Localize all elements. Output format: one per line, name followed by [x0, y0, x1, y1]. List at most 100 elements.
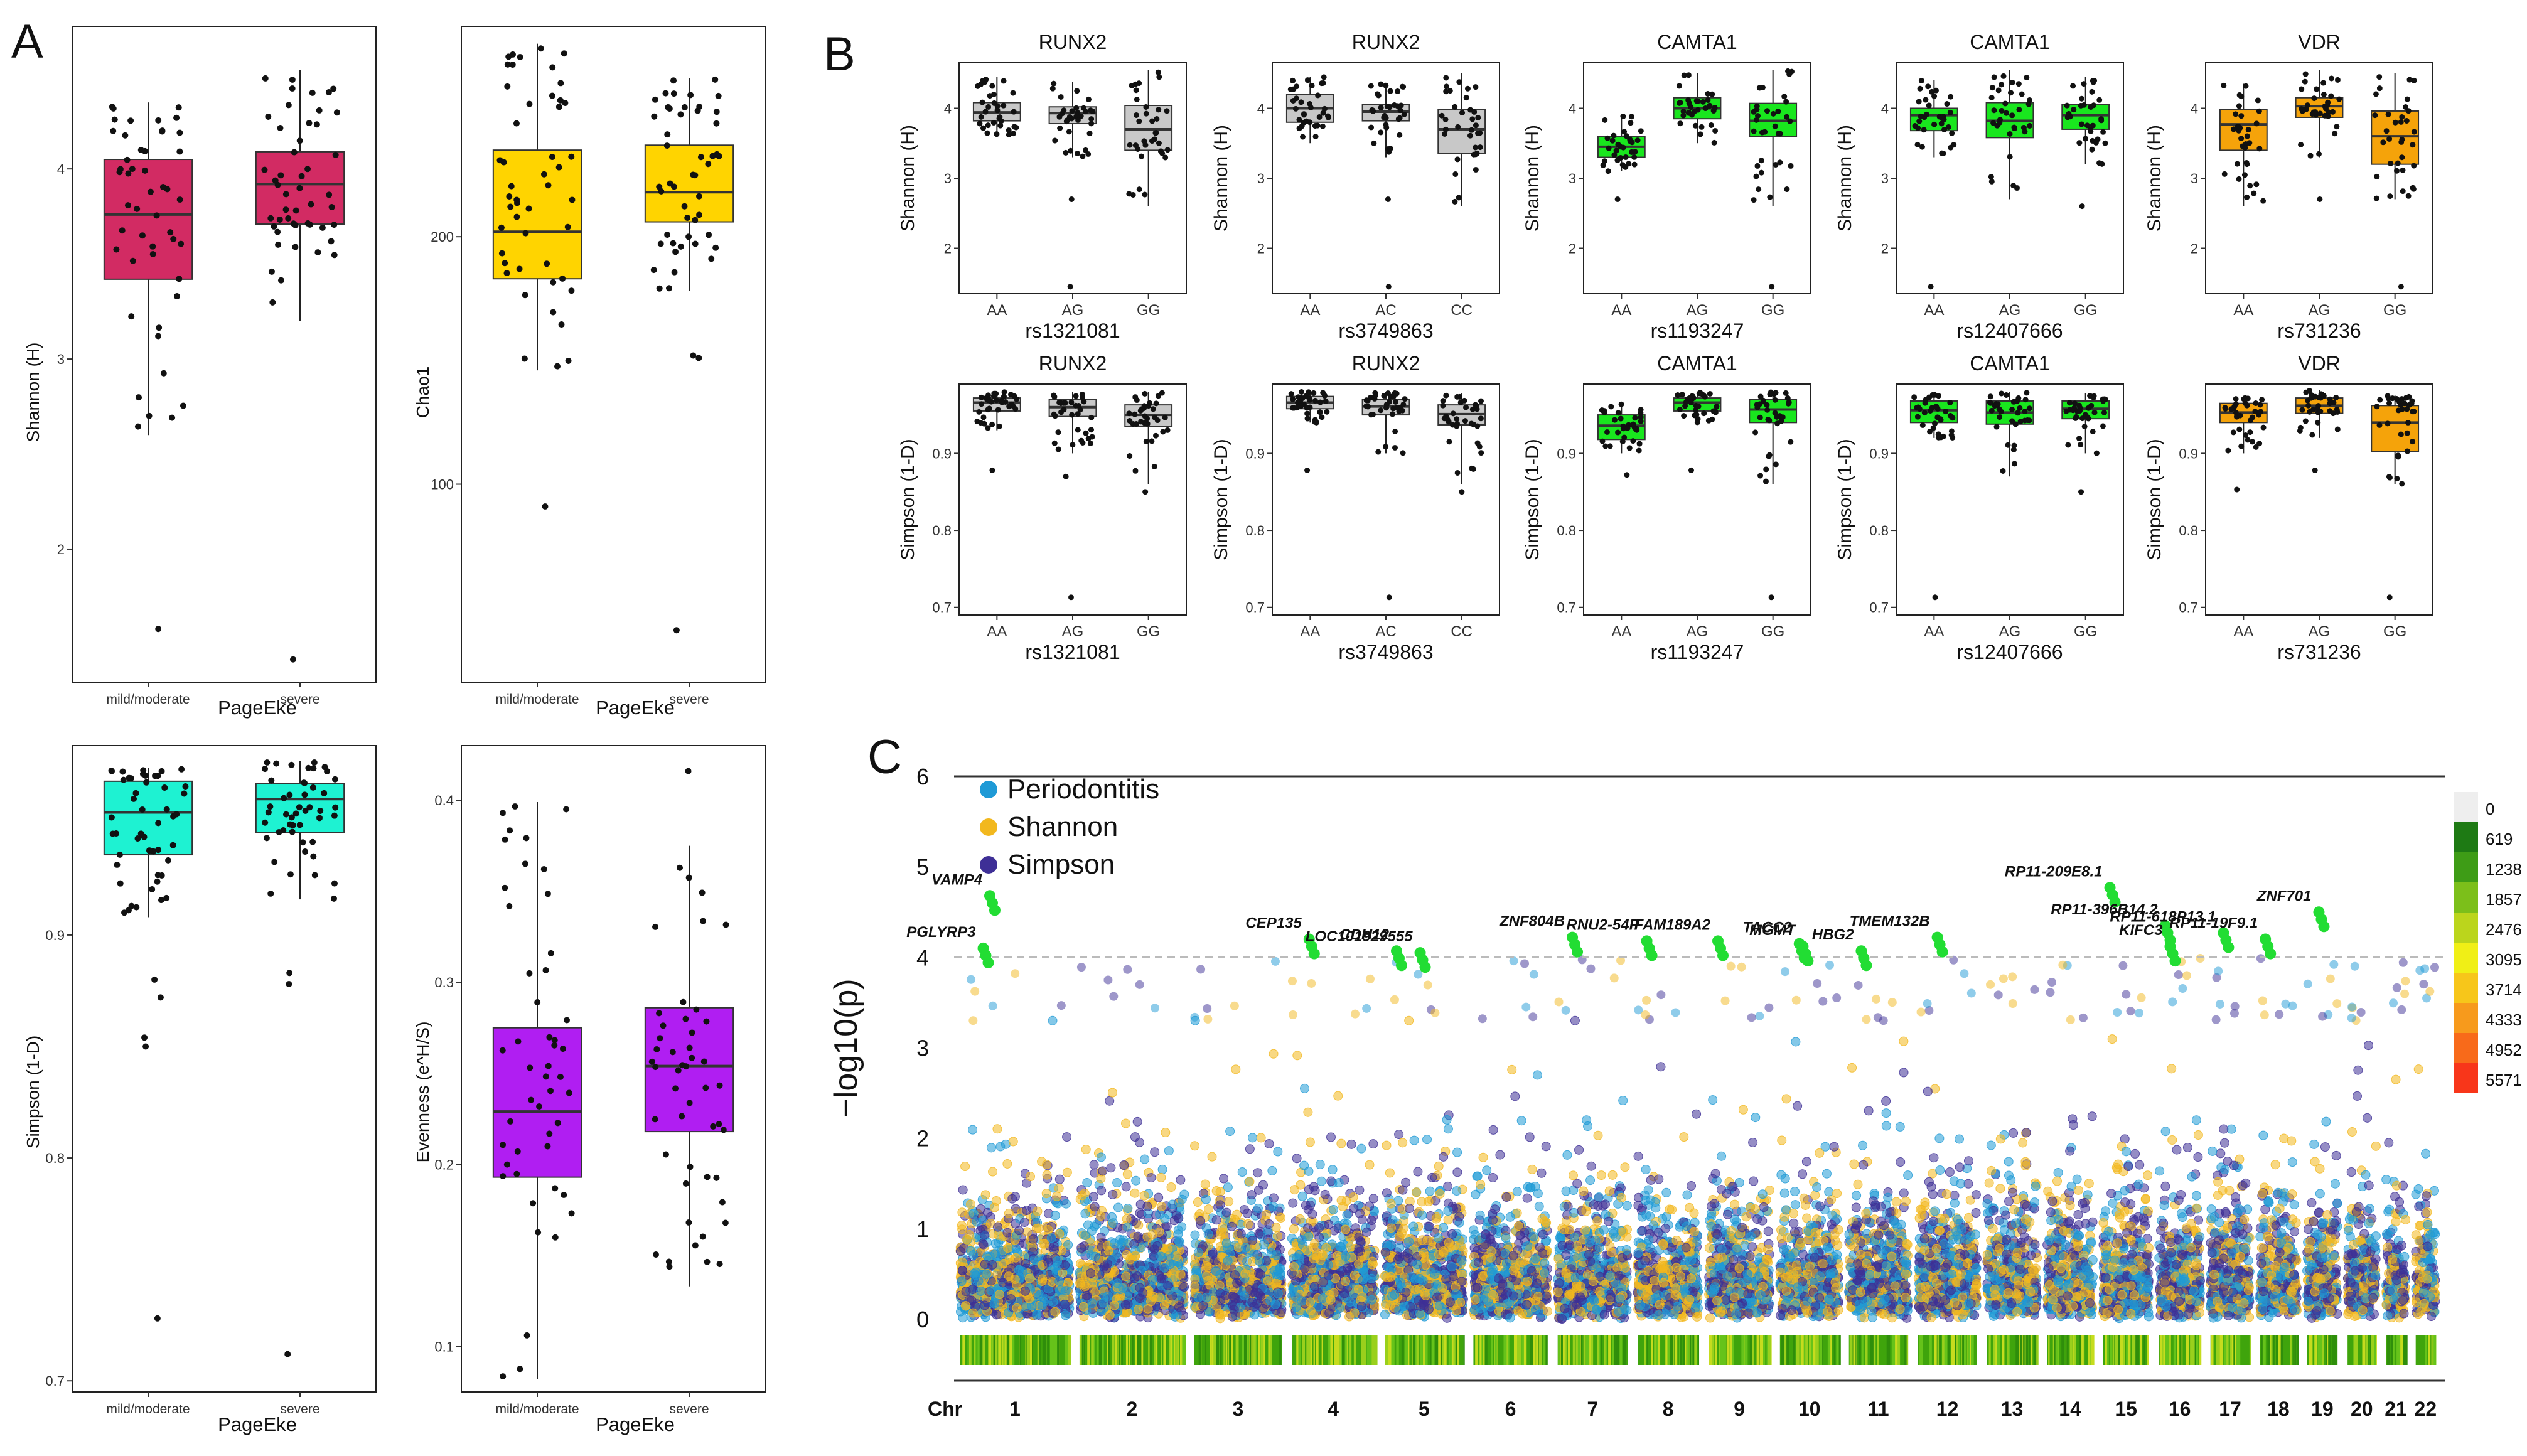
snp-point: [1202, 1271, 1212, 1281]
snp-point: [1190, 1141, 1200, 1151]
data-point: [549, 92, 555, 99]
snp-point: [1050, 1307, 1060, 1317]
data-point: [672, 1085, 679, 1092]
panel-b-gene-title: RUNX2: [1352, 31, 1420, 53]
data-point: [1756, 401, 1762, 407]
data-point: [1136, 118, 1142, 124]
snp-point: [1200, 1179, 1210, 1189]
data-point: [2252, 409, 2258, 415]
x-tick-label: AA: [1611, 623, 1631, 640]
data-point: [1066, 129, 1072, 135]
data-point: [564, 1017, 571, 1024]
snp-point: [1123, 1203, 1133, 1213]
snp-point: [1154, 1227, 1164, 1237]
data-point: [2316, 151, 2322, 157]
data-point: [1073, 393, 1079, 399]
data-point: [1298, 99, 1304, 105]
data-point: [1993, 401, 1999, 407]
snp-point: [1139, 1191, 1149, 1201]
data-point: [1063, 149, 1069, 156]
data-point: [989, 421, 995, 427]
data-point: [1080, 153, 1086, 159]
data-point: [996, 423, 1002, 429]
snp-point: [986, 1143, 996, 1153]
data-point: [1473, 122, 1479, 129]
data-point: [274, 228, 281, 235]
snp-point: [1042, 1160, 1052, 1170]
data-point: [2396, 399, 2403, 405]
data-point: [1454, 416, 1460, 422]
outlier-point: [2312, 467, 2318, 473]
data-point: [1401, 111, 1407, 117]
snp-point: [1054, 1229, 1065, 1239]
data-point: [1383, 124, 1390, 131]
data-point: [285, 102, 292, 109]
data-point: [120, 776, 127, 783]
panel-a-evenness-xlabel: PageEke: [596, 1413, 675, 1435]
data-point: [2399, 154, 2405, 161]
data-point: [1392, 428, 1398, 434]
data-point: [652, 923, 659, 930]
data-point: [1077, 407, 1083, 413]
data-point: [173, 293, 180, 300]
snp-point: [1008, 1137, 1018, 1147]
data-point: [1628, 120, 1634, 126]
data-point: [282, 206, 289, 213]
data-point: [498, 224, 505, 231]
panel-b-snp-label: rs1193247: [1651, 319, 1744, 342]
data-point: [2315, 419, 2321, 426]
snp-point: [1105, 1096, 1115, 1106]
outlier-point: [1385, 284, 1392, 290]
snp-point: [1050, 1211, 1060, 1221]
snp-point: [1236, 1229, 1246, 1239]
data-point: [1478, 415, 1484, 422]
data-point: [982, 109, 989, 115]
snp-point: [1269, 1193, 1279, 1203]
data-point: [1392, 399, 1398, 405]
data-point: [1068, 147, 1074, 154]
snp-point: [1190, 1274, 1200, 1284]
data-point: [2372, 112, 2378, 119]
data-point: [713, 1174, 720, 1181]
outlier-point: [1614, 196, 1621, 202]
data-point: [1469, 127, 1475, 133]
data-point: [2007, 154, 2013, 160]
data-point: [1624, 425, 1631, 431]
data-point: [1385, 390, 1391, 397]
snp-point: [980, 1190, 990, 1200]
data-point: [527, 1064, 534, 1071]
data-point: [2002, 100, 2009, 107]
data-point: [1634, 137, 1641, 144]
snp-point: [1033, 1206, 1043, 1216]
panel-b-ylabel: Simpson (1-D): [1211, 439, 1231, 560]
data-point: [2223, 405, 2229, 412]
snp-point: [1122, 1214, 1132, 1224]
data-point: [1926, 394, 1933, 400]
data-point: [2234, 161, 2240, 167]
data-point: [506, 193, 513, 200]
data-point: [330, 85, 337, 92]
x-tick-label: CC: [1451, 302, 1473, 319]
y-tick-label: 0.3: [434, 975, 454, 990]
snp-point: [1276, 1212, 1286, 1223]
data-point: [1132, 468, 1139, 474]
data-point: [2376, 422, 2383, 428]
data-point: [681, 104, 688, 110]
data-point: [176, 129, 183, 136]
data-point: [656, 183, 663, 190]
data-point: [2395, 160, 2401, 166]
snp-point: [1082, 1290, 1092, 1300]
data-point: [2244, 194, 2250, 200]
snp-point: [1193, 1197, 1203, 1207]
data-point: [2380, 139, 2386, 146]
data-point: [2336, 96, 2342, 102]
data-point: [2233, 396, 2239, 402]
data-point: [1772, 410, 1778, 416]
snp-point: [1121, 1182, 1131, 1192]
outlier-point: [1688, 467, 1694, 473]
data-point: [1933, 404, 1940, 410]
data-point: [1133, 112, 1139, 118]
snp-point: [1177, 1194, 1187, 1204]
